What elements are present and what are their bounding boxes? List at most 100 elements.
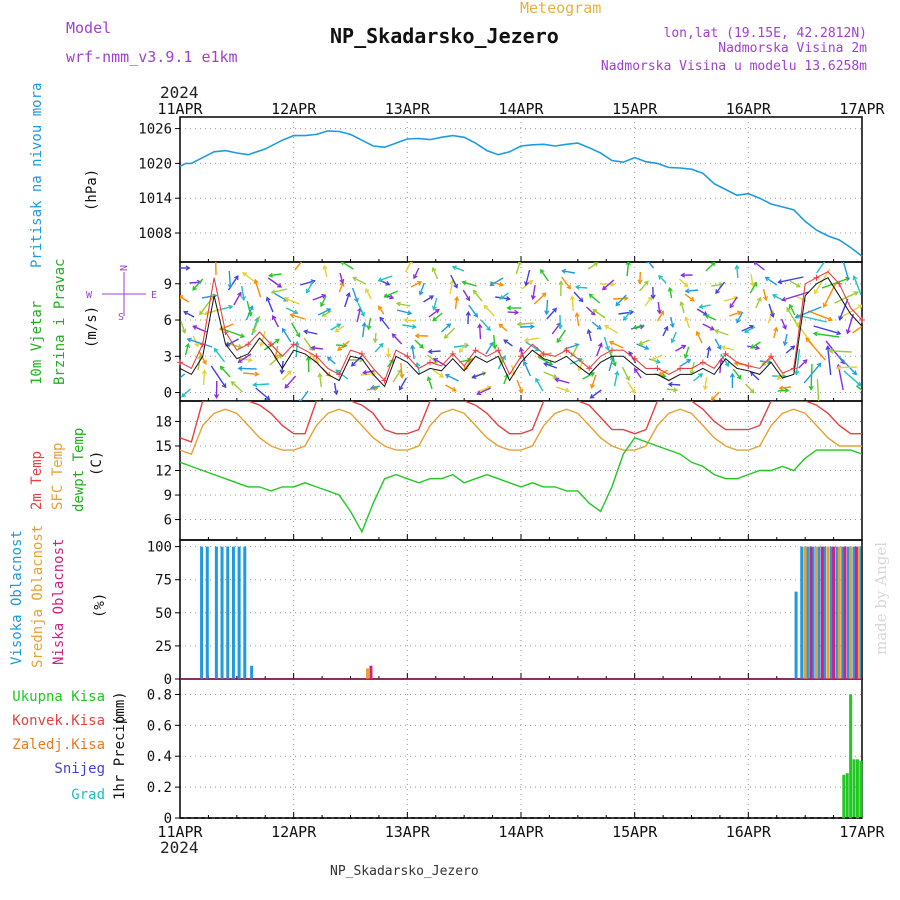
wind-barb-head: [414, 333, 420, 339]
temp-ylabel-2: SFC Temp: [50, 443, 66, 510]
wind-barb-head: [407, 310, 413, 316]
wind-barb-head: [369, 384, 375, 390]
wind-barb-head: [663, 325, 669, 331]
wind-barb: [647, 262, 655, 269]
wind-barb-head: [593, 262, 599, 267]
wind-barb-head: [778, 385, 784, 391]
wind-barb: [816, 378, 820, 401]
cloud-bar: [826, 546, 830, 679]
wind-barb-head: [825, 345, 831, 351]
wind-barb: [337, 340, 350, 351]
x-tick-label-bottom: 14APR: [498, 823, 544, 841]
wind-barb: [432, 312, 443, 322]
precip-legend-conv: Konvek.Kisa: [12, 713, 105, 729]
wind-barb-head: [399, 373, 405, 379]
wind-barb: [444, 384, 457, 392]
wind-barb: [432, 369, 444, 378]
wind-barb: [803, 362, 822, 384]
wind-barb-head: [706, 345, 712, 351]
wind-barb-head: [637, 279, 643, 285]
wind-barb-head: [498, 323, 504, 329]
wind-barb: [303, 337, 314, 351]
wind-barb-head: [317, 372, 323, 378]
wind-barb-head: [446, 323, 452, 328]
wind-barb-head: [417, 280, 423, 286]
wind-barb-head: [213, 394, 220, 399]
wind-barb: [759, 360, 772, 363]
wind-barb: [777, 389, 789, 392]
wind-barb: [300, 280, 315, 286]
wind-barb: [786, 307, 801, 331]
wind-gust-marker: [495, 347, 502, 354]
wind-barb-head: [522, 360, 528, 366]
wind-barb: [243, 372, 259, 376]
wind-barb-head: [321, 293, 327, 299]
year-bottom: 2024: [160, 838, 199, 857]
wind-barb: [590, 374, 597, 388]
wind-barb-head: [658, 274, 663, 280]
wind-barb-head: [762, 296, 768, 302]
wind-barb-head: [516, 262, 522, 266]
wind-barb-head: [715, 289, 720, 295]
wind-barb: [480, 319, 491, 331]
wind-barb: [744, 326, 756, 333]
wind-barb: [785, 345, 795, 354]
wind-barb: [623, 309, 633, 321]
wind-barb: [555, 386, 570, 392]
wind-barb: [590, 389, 602, 399]
wind-barb-head: [812, 331, 818, 337]
wind-barb-head: [755, 345, 761, 351]
wind-barb-head: [378, 305, 383, 311]
cloud-bar: [841, 546, 845, 679]
wind-barb: [540, 269, 549, 282]
wind-barb: [184, 343, 189, 356]
wind-barb-head: [270, 289, 276, 295]
wind-barb: [706, 346, 711, 359]
wind-barb-head: [543, 362, 549, 367]
pressure-unit: (hPa): [84, 169, 100, 211]
wind-barb: [295, 341, 298, 358]
wind-barb: [307, 356, 310, 373]
wind-barb: [468, 304, 478, 318]
wind-barb: [246, 300, 252, 316]
wind-barb-head: [776, 375, 782, 380]
wind-barb: [750, 371, 760, 381]
wind-barb: [586, 306, 596, 316]
wind-barb-head: [709, 325, 715, 331]
wind-barb: [714, 338, 722, 350]
wind-barb: [678, 278, 689, 288]
wind-barb: [483, 305, 495, 317]
wind-barb-head: [360, 311, 365, 317]
cloud-bar: [803, 546, 807, 679]
wind-barb-head: [625, 262, 631, 266]
y-tick-label: 0: [164, 811, 172, 827]
wind-gust-marker: [199, 341, 206, 348]
wind-barb: [684, 293, 695, 302]
wind-barb-head: [454, 295, 460, 302]
wind-barb-head: [201, 369, 207, 375]
wind-barb-head: [180, 295, 184, 300]
wind-barb-head: [274, 338, 280, 344]
wind-barb-head: [237, 365, 243, 372]
wind-barb-head: [856, 381, 862, 387]
wind-barb: [333, 382, 338, 395]
wind-barb: [187, 338, 213, 348]
wind-gust-marker: [768, 353, 775, 360]
wind-barb-head: [805, 337, 811, 343]
wind-barb: [696, 308, 708, 316]
wind-barb: [472, 290, 483, 302]
wind-barb: [516, 379, 523, 393]
wind-barb-head: [845, 329, 851, 335]
wind-barb: [843, 370, 862, 387]
wind-barb: [398, 377, 407, 391]
compass-east: E: [151, 290, 157, 301]
wind-barb-head: [790, 345, 796, 351]
wind-barb: [721, 346, 735, 351]
wind-barb: [651, 354, 663, 361]
wind-barb-head: [265, 395, 271, 401]
wind-barb-head: [589, 394, 595, 399]
wind-barb: [432, 297, 438, 310]
wind-barb-head: [596, 325, 602, 330]
wind-barb-head: [625, 375, 630, 382]
cloud-bar: [231, 546, 235, 679]
